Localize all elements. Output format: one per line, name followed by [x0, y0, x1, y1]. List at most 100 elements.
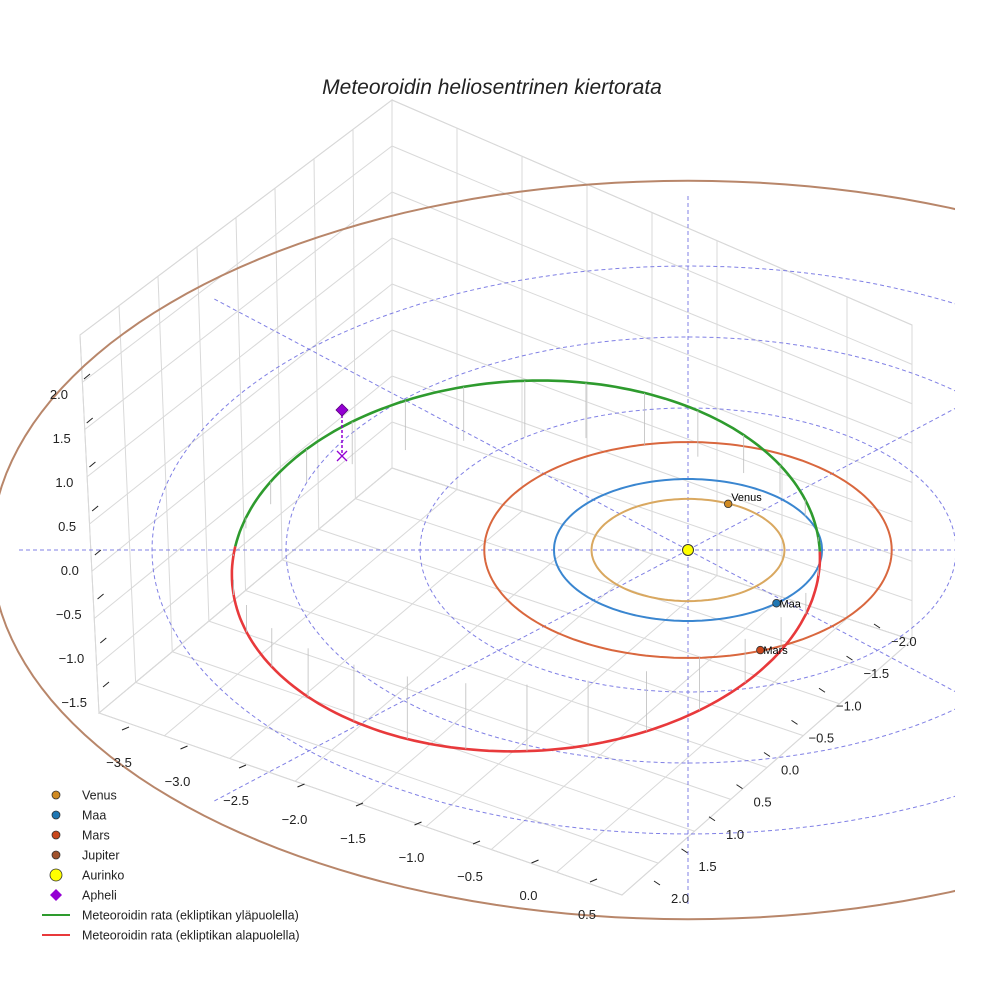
y-tick-label: 1.0	[726, 827, 744, 842]
chart-title: Meteoroidin heliosentrinen kiertorata	[322, 76, 662, 99]
y-tick-mark	[791, 719, 798, 725]
x-tick-mark	[297, 783, 305, 788]
ecliptic-spoke	[687, 549, 955, 693]
sun-marker	[682, 544, 694, 556]
y-tick-label: 2.0	[671, 891, 689, 906]
z-tick-label: −1.5	[61, 695, 87, 710]
legend-label: Jupiter	[82, 849, 120, 863]
z-tick-mark	[86, 417, 94, 424]
legend-item: Venus	[51, 789, 117, 803]
y-tick-mark	[818, 687, 826, 693]
ecliptic-spoke	[214, 549, 689, 802]
z-tick-mark	[99, 637, 107, 644]
legend-label: Aurinko	[82, 869, 124, 883]
legend-circle-swatch	[51, 830, 61, 840]
planet-orbits	[0, 179, 955, 921]
grid-line	[425, 575, 718, 828]
z-tick-label: −0.5	[56, 607, 82, 622]
grid-line	[391, 467, 913, 641]
legend-item: Jupiter	[51, 849, 120, 863]
x-tick-mark	[180, 745, 188, 750]
z-tick-mark	[102, 681, 110, 688]
x-tick-label: 0.5	[578, 907, 596, 922]
y-tick-label: −1.0	[836, 698, 862, 713]
legend-item: Meteoroidin rata (ekliptikan alapuolella…	[42, 929, 299, 943]
ecliptic-spoke	[214, 298, 689, 551]
y-tick-label: −2.0	[891, 634, 917, 649]
planet-label-mars: Mars	[763, 645, 788, 657]
grid-line	[96, 421, 393, 667]
legend-item: Apheli	[50, 889, 117, 903]
y-tick-label: 1.5	[699, 859, 717, 874]
gridlines	[79, 99, 913, 896]
legend-item: Aurinko	[49, 869, 124, 883]
x-tick-mark	[121, 726, 130, 731]
x-tick-mark	[472, 840, 481, 845]
y-tick-label: 0.0	[781, 763, 799, 778]
planet-venus	[724, 499, 733, 509]
y-tick-label: −0.5	[809, 730, 835, 745]
legend-label: Meteoroidin rata (ekliptikan yläpuolella…	[82, 909, 299, 923]
x-tick-mark	[589, 878, 598, 883]
planet-maa	[772, 599, 781, 608]
legend: Venus Maa Mars Jupiter Aurinko Apheli Meteoroi…	[42, 789, 299, 943]
legend-circle-swatch	[51, 810, 61, 820]
x-tick-label: −2.0	[282, 812, 308, 827]
planet-markers: Venus Maa Mars	[335, 403, 802, 657]
planet-label-venus: Venus	[731, 492, 762, 504]
z-tick-mark	[97, 593, 104, 600]
z-tick-label: 0.5	[58, 519, 76, 534]
axis-ticks: 2.0 1.5 1.0 0.5 0.0 −0.5 −1.0 −1.5 −3.5 −3.0 −2.5 −…	[50, 373, 917, 922]
x-tick-label: 0.0	[519, 888, 537, 903]
y-tick-mark	[763, 752, 771, 757]
x-tick-label: −1.0	[399, 850, 425, 865]
legend-item: Meteoroidin rata (ekliptikan yläpuolella…	[42, 909, 299, 923]
y-tick-label: 0.5	[754, 795, 772, 810]
z-tick-label: 2.0	[50, 387, 68, 402]
y-tick-mark	[873, 623, 881, 629]
z-tick-label: 0.0	[61, 563, 79, 578]
y-tick-mark	[736, 784, 743, 790]
legend-label: Maa	[82, 809, 106, 823]
grid-line	[391, 375, 913, 562]
meteoroid-path-segment	[234, 379, 822, 552]
x-tick-label: −0.5	[457, 869, 483, 884]
y-tick-mark	[681, 848, 688, 854]
z-tick-label: 1.5	[53, 431, 71, 446]
z-tick-mark	[91, 505, 99, 512]
legend-label: Venus	[82, 789, 117, 803]
x-tick-mark	[414, 821, 422, 826]
x-tick-label: −1.5	[340, 831, 366, 846]
x-tick-mark	[355, 802, 364, 807]
legend-label: Mars	[82, 829, 110, 843]
x-tick-label: −3.5	[106, 755, 132, 770]
orbit-venus	[590, 497, 786, 603]
x-tick-label: −3.0	[165, 774, 191, 789]
meteoroid-orbit	[230, 379, 822, 753]
grid-line	[274, 188, 283, 560]
z-tick-mark	[89, 461, 96, 468]
grid-line	[318, 528, 840, 705]
aphelion-marker	[335, 403, 349, 417]
aphelion-projection-cross	[336, 450, 348, 462]
grid-line	[352, 129, 356, 499]
y-tick-label: −1.5	[864, 666, 890, 681]
grid-line	[391, 421, 913, 602]
grid-line	[391, 329, 913, 523]
z-tick-label: −1.0	[59, 651, 85, 666]
x-tick-mark	[238, 764, 247, 769]
grid-line	[91, 329, 393, 572]
orbit-mars	[483, 441, 893, 659]
legend-label: Meteoroidin rata (ekliptikan alapuolella…	[82, 929, 299, 943]
legend-circle-swatch	[51, 790, 61, 800]
y-tick-mark	[708, 816, 716, 822]
legend-diamond-swatch	[50, 889, 62, 901]
grid-line	[360, 553, 653, 805]
planet-mars	[756, 645, 765, 655]
meteoroid-path-segment	[232, 551, 822, 753]
legend-label: Apheli	[82, 889, 117, 903]
planet-label-maa: Maa	[779, 598, 801, 610]
grid-line	[621, 639, 913, 896]
grid-line	[89, 283, 393, 525]
